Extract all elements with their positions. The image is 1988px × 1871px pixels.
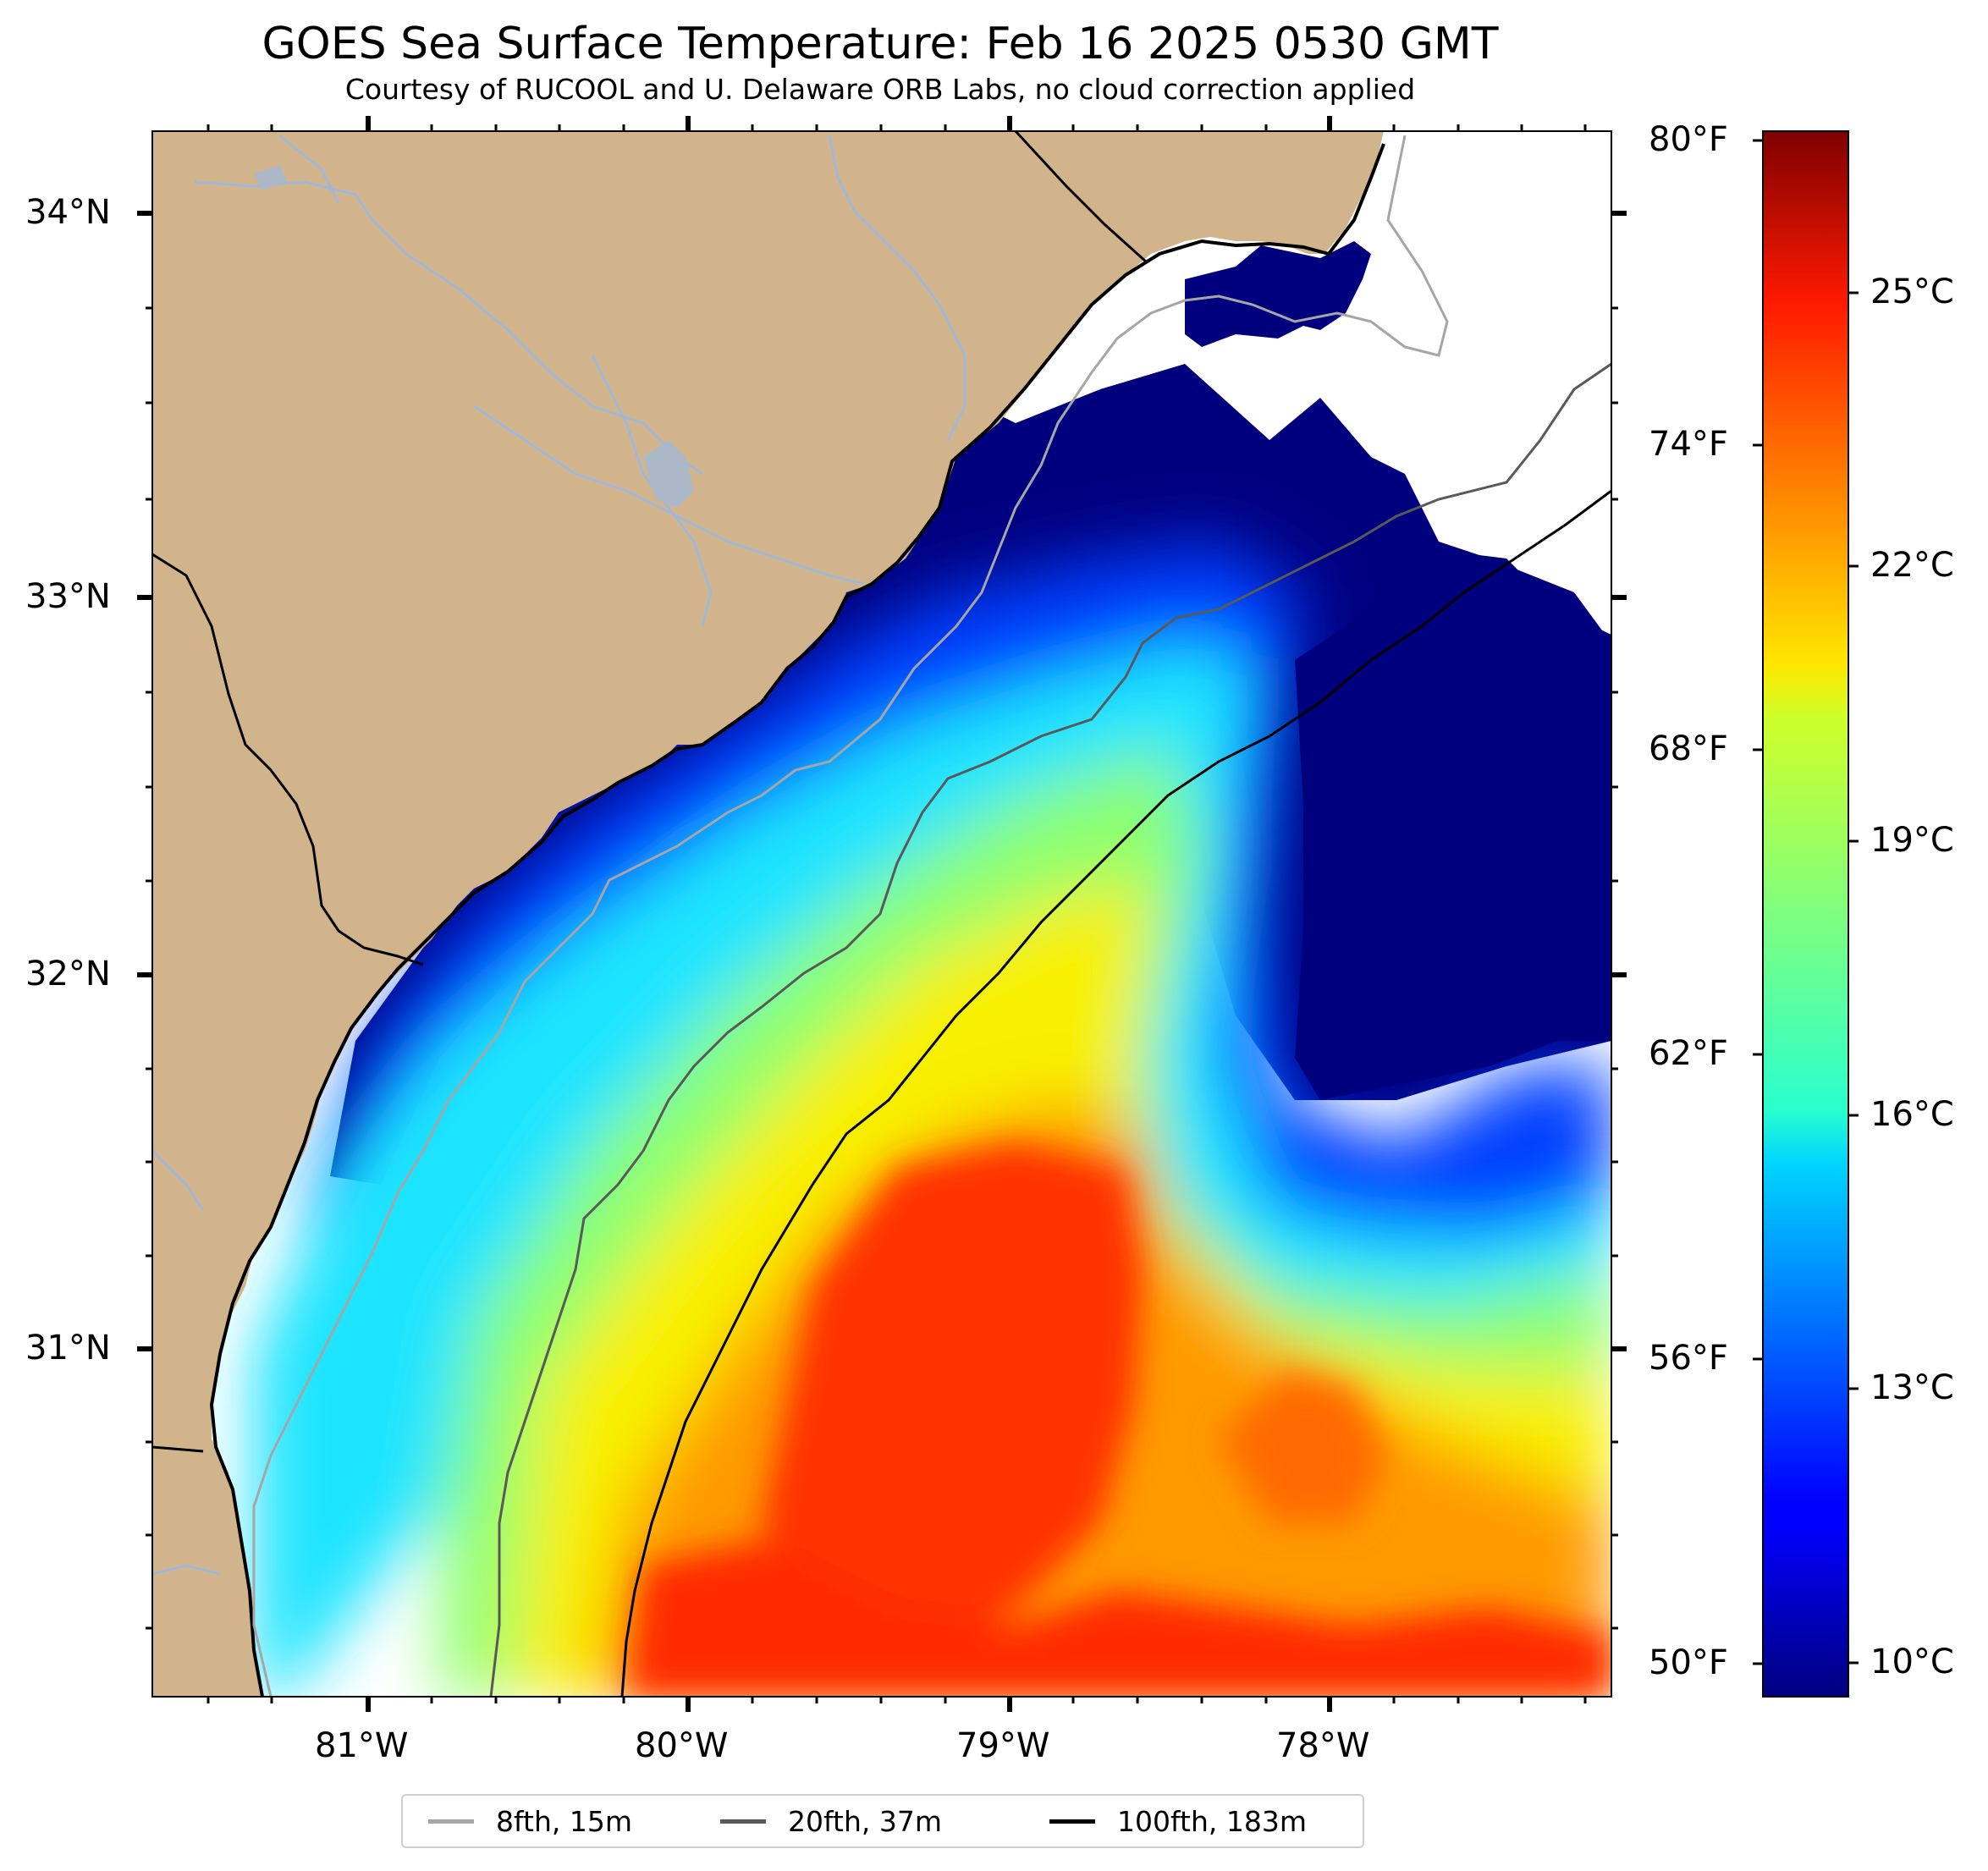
- cbar-f-62: 62°F: [1649, 1034, 1728, 1073]
- cbar-c-13: 13°C: [1870, 1368, 1954, 1407]
- isobath-20fth: [489, 362, 1611, 1697]
- sst-warm-patch: [1219, 1371, 1388, 1523]
- sst-red-core-1: [762, 1142, 1143, 1650]
- lat-label-31: 31°N: [25, 1329, 111, 1367]
- legend-item-100fth: 100fth, 183m: [1049, 1804, 1307, 1838]
- cbar-c-22: 22°C: [1870, 546, 1954, 585]
- sst-field: [254, 241, 1611, 1697]
- colorbar: [1762, 130, 1849, 1698]
- land: [152, 131, 1384, 1697]
- cbar-c-16: 16°C: [1870, 1095, 1954, 1134]
- chart-subtitle: Courtesy of RUCOOL and U. Delaware ORB L…: [344, 73, 1416, 106]
- legend-item-8fth: 8fth, 15m: [428, 1804, 632, 1838]
- cbar-c-10: 10°C: [1870, 1643, 1954, 1681]
- legend-label-8fth: 8fth, 15m: [496, 1804, 633, 1838]
- cbar-f-50: 50°F: [1649, 1643, 1728, 1682]
- isobath-100fth: [620, 489, 1611, 1697]
- coastline: [209, 143, 1385, 1697]
- sst-red-core-2: [626, 1540, 1611, 1697]
- map-minor-ticks: [146, 124, 1618, 1703]
- sst-cold-northern-patch: [1185, 241, 1371, 347]
- cbar-c-19: 19°C: [1870, 821, 1954, 860]
- cbar-c-25: 25°C: [1870, 272, 1954, 311]
- isobath-8fth: [252, 135, 1449, 1697]
- state-borders: [152, 131, 1148, 1453]
- legend-item-20fth: 20fth, 37m: [720, 1804, 942, 1838]
- lat-label-33: 33°N: [25, 577, 111, 616]
- lake-2: [254, 165, 288, 190]
- isobaths: [252, 135, 1611, 1697]
- lon-label-79: 79°W: [956, 1726, 1050, 1765]
- legend-swatch-8fth: [428, 1819, 474, 1824]
- colorbar-ticks: [1753, 139, 1859, 1665]
- lake: [643, 440, 694, 508]
- lon-label-81: 81°W: [315, 1726, 409, 1765]
- sst-cold-core-east: [1295, 550, 1611, 1100]
- cbar-f-74: 74°F: [1649, 425, 1728, 464]
- lon-label-78: 78°W: [1276, 1726, 1370, 1765]
- lat-label-32: 32°N: [25, 955, 111, 993]
- legend-label-100fth: 100fth, 183m: [1117, 1804, 1307, 1838]
- lon-label-80: 80°W: [635, 1726, 729, 1765]
- map-panel: [152, 131, 1611, 1697]
- cbar-f-56: 56°F: [1649, 1339, 1728, 1378]
- legend-swatch-20fth: [720, 1819, 766, 1824]
- isobath-legend: 8fth, 15m 20fth, 37m 100fth, 183m: [401, 1794, 1364, 1848]
- map-ticks: [137, 116, 1627, 1712]
- sst-cold-nearshore: [330, 364, 1611, 1185]
- legend-swatch-100fth: [1049, 1819, 1095, 1824]
- legend-label-20fth: 20fth, 37m: [788, 1804, 942, 1838]
- lat-label-34: 34°N: [25, 193, 111, 232]
- cbar-f-68: 68°F: [1649, 729, 1728, 768]
- chart-title: GOES Sea Surface Temperature: Feb 16 202…: [262, 19, 1499, 69]
- cbar-f-80: 80°F: [1649, 120, 1728, 159]
